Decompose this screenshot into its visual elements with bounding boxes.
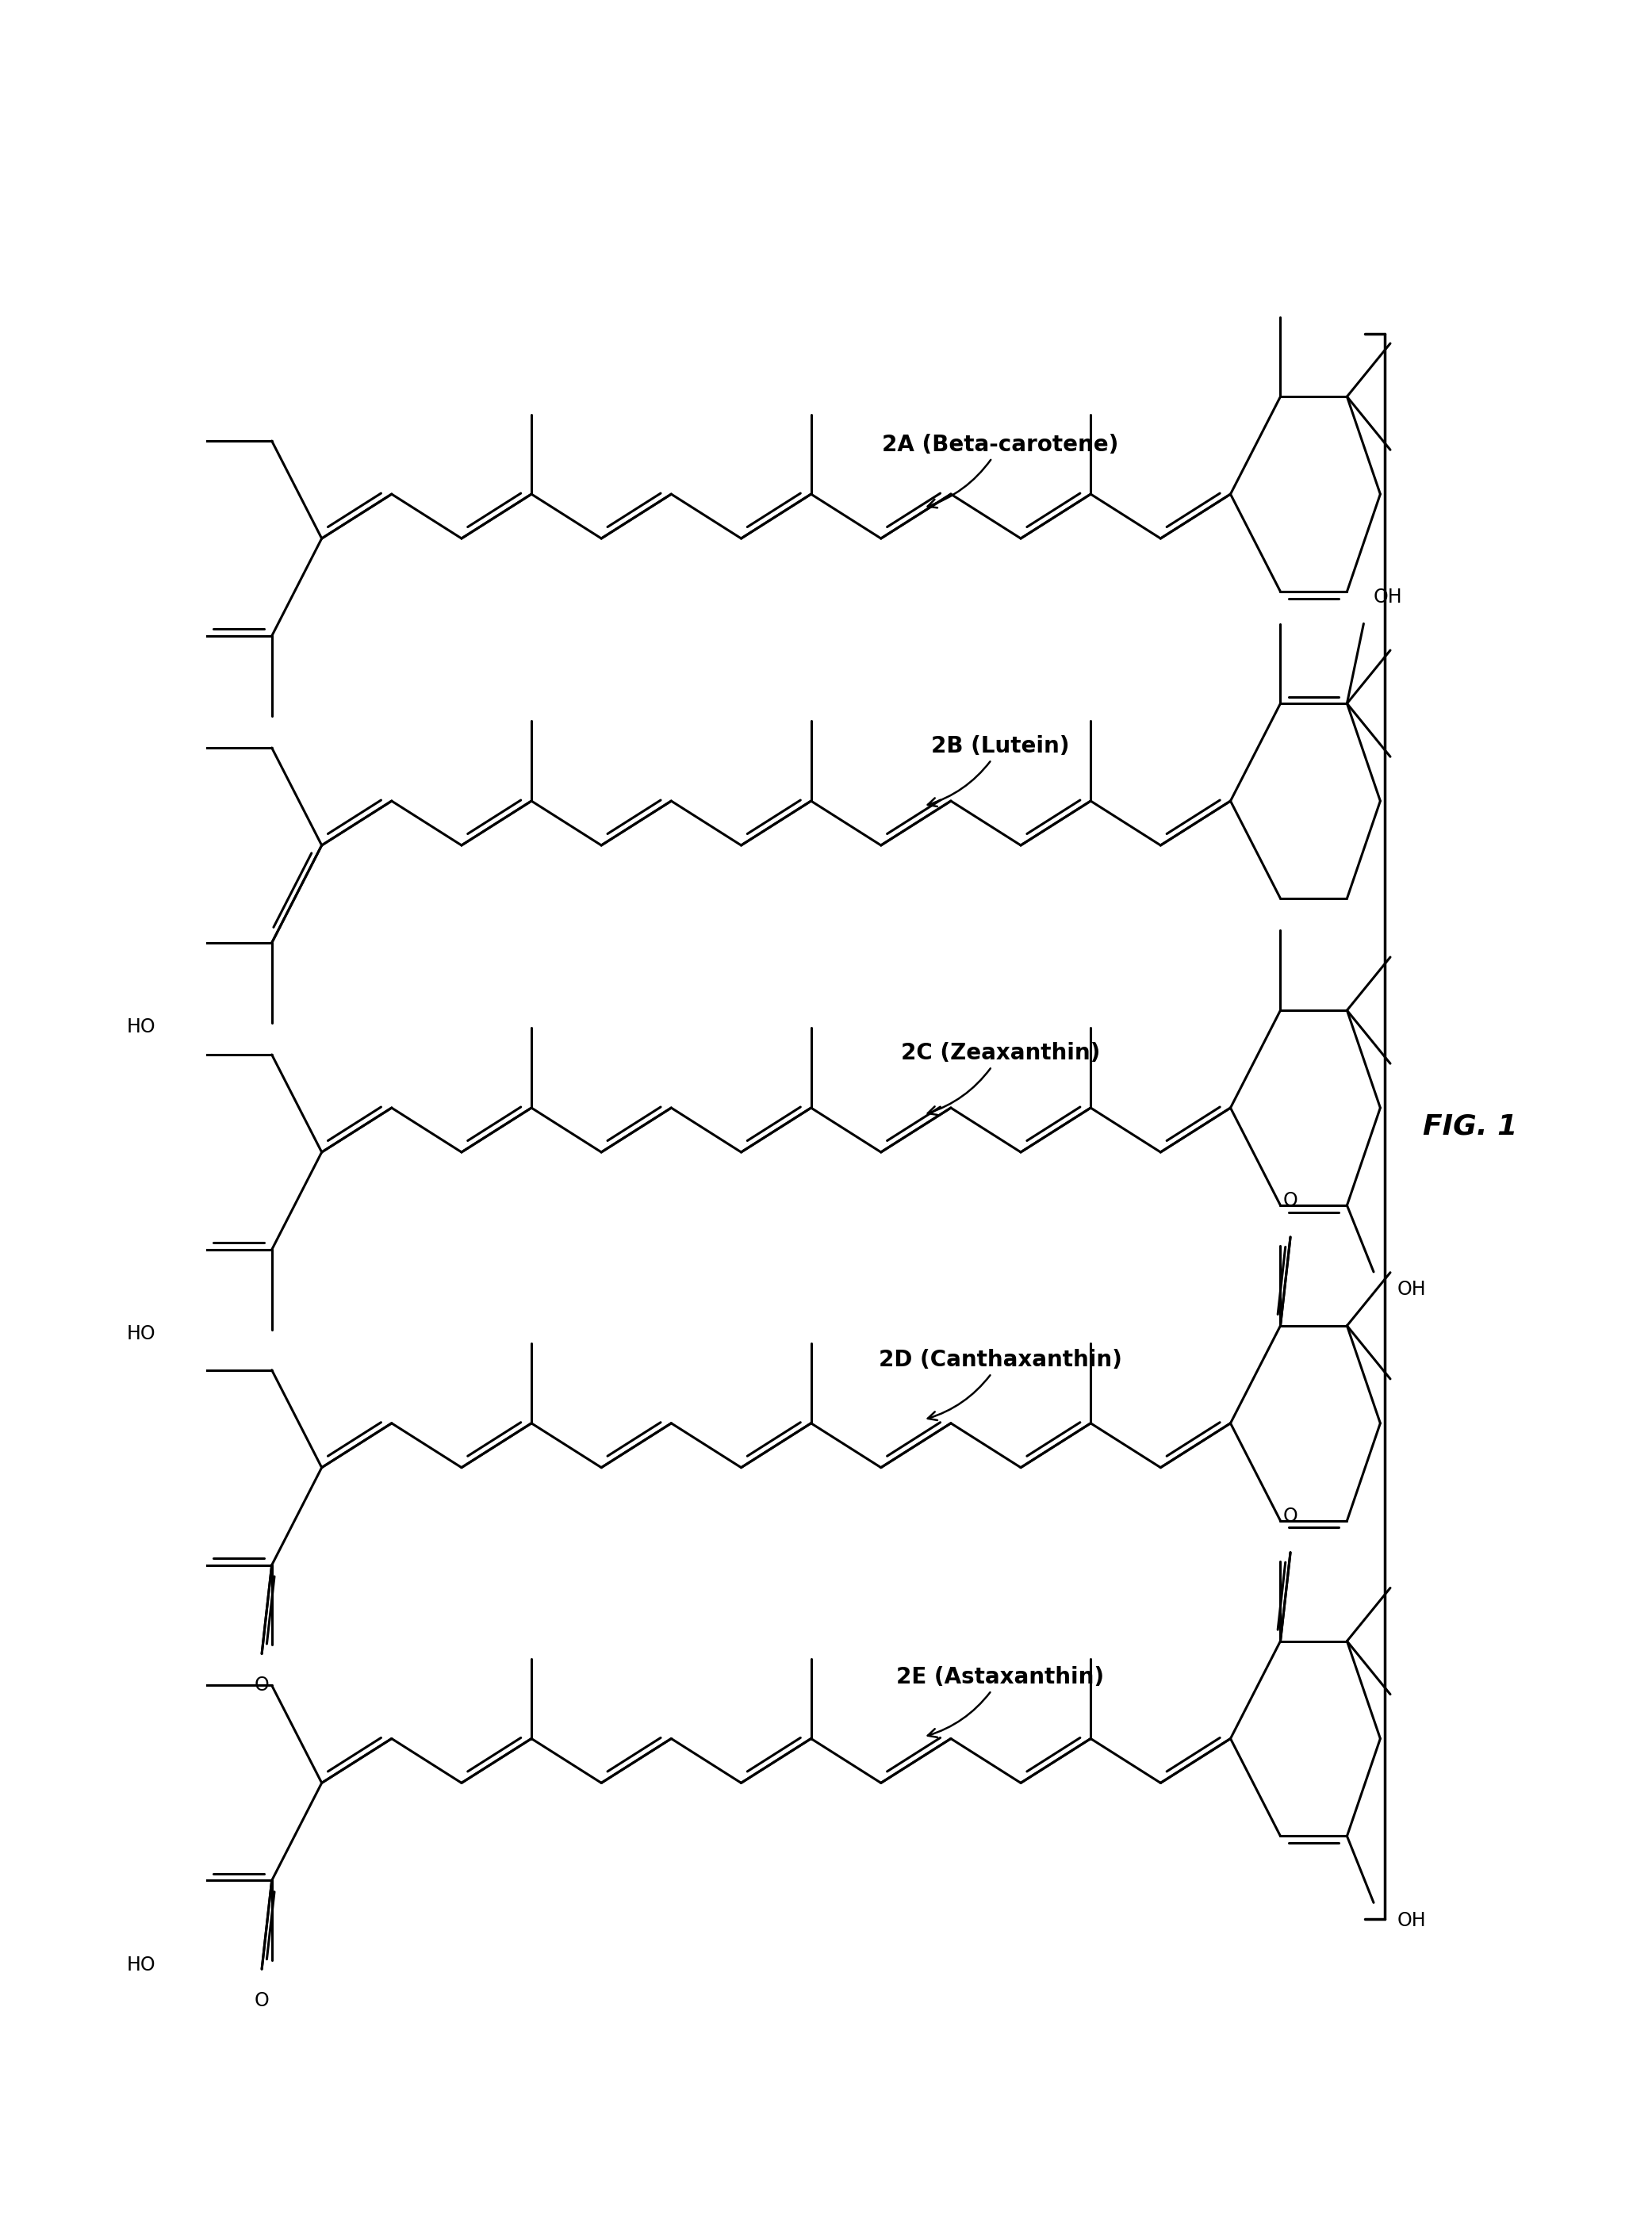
Text: O: O <box>1284 1508 1298 1525</box>
Text: HO: HO <box>126 1018 155 1036</box>
Text: FIG. 1: FIG. 1 <box>1422 1114 1517 1140</box>
Text: OH: OH <box>1398 1911 1426 1931</box>
Text: HO: HO <box>126 1324 155 1344</box>
Text: 2B (Lutein): 2B (Lutein) <box>928 735 1069 806</box>
Text: O: O <box>254 1676 269 1696</box>
Text: O: O <box>254 1990 269 2010</box>
Text: OH: OH <box>1398 1280 1426 1300</box>
Text: O: O <box>1284 1191 1298 1211</box>
Text: OH: OH <box>1373 587 1403 607</box>
Text: 2C (Zeaxanthin): 2C (Zeaxanthin) <box>900 1043 1100 1116</box>
Text: 2A (Beta-carotene): 2A (Beta-carotene) <box>882 434 1118 507</box>
Text: 2E (Astaxanthin): 2E (Astaxanthin) <box>897 1667 1104 1738</box>
Text: 2D (Canthaxanthin): 2D (Canthaxanthin) <box>879 1348 1122 1419</box>
Text: HO: HO <box>126 1955 155 1975</box>
